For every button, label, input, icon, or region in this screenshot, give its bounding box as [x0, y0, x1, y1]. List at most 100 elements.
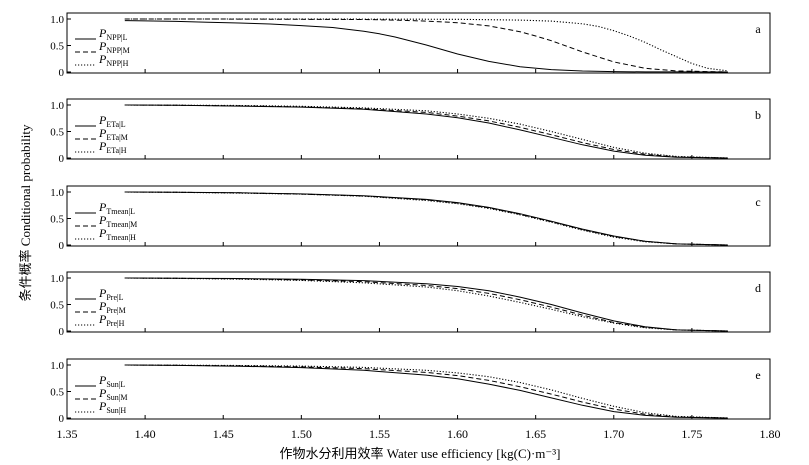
- series-line-npp-m: [124, 18, 728, 73]
- y-tick-label: 1.0: [50, 273, 64, 285]
- legend-label: PTmean|H: [98, 226, 136, 242]
- x-tick-label: 1.35: [57, 427, 78, 441]
- series-line-sun-l: [124, 364, 728, 419]
- series-line-sun-h: [124, 364, 728, 419]
- legend-label: PSun|L: [98, 373, 125, 389]
- panel-letter: e: [755, 368, 760, 382]
- series-line-pre-l: [124, 277, 728, 332]
- legend-main-symbol: P: [98, 226, 107, 240]
- legend-label: PNPP|M: [98, 39, 130, 55]
- legend-main-symbol: P: [98, 312, 107, 326]
- series-line-sun-m: [124, 364, 728, 419]
- panel-frame: [66, 98, 771, 160]
- y-tick-label: 1.0: [50, 100, 64, 112]
- panels: 00.51.0aPNPP|LPNPP|MPNPP|H00.51.0bPETa|L…: [50, 12, 781, 441]
- x-tick-label: 1.65: [525, 427, 546, 441]
- series-line-tmean-m: [124, 191, 728, 246]
- legend-subscript: NPP|M: [106, 46, 129, 55]
- legend-label: PTmean|M: [98, 213, 137, 229]
- legend-subscript: Sun|H: [106, 406, 126, 415]
- panel-frame: [66, 358, 771, 420]
- legend-main-symbol: P: [98, 299, 107, 313]
- y-tick-label: 1.0: [50, 360, 64, 372]
- legend-label: PPre|H: [98, 312, 125, 328]
- y-tick-label: 0: [59, 153, 65, 165]
- y-tick-label: 0.5: [50, 127, 64, 139]
- legend-subscript: NPP|H: [106, 59, 128, 68]
- legend-subscript: Sun|M: [106, 393, 127, 402]
- legend-label: PETa|H: [98, 139, 127, 155]
- legend-label: PNPP|H: [98, 52, 129, 68]
- legend-main-symbol: P: [98, 113, 107, 127]
- x-tick-label: 1.50: [291, 427, 312, 441]
- series-line-pre-m: [124, 277, 728, 332]
- y-tick-label: 1.0: [50, 187, 64, 199]
- y-tick-label: 0: [59, 326, 65, 338]
- legend-subscript: Pre|L: [106, 293, 123, 302]
- series-line-tmean-h: [124, 191, 728, 246]
- legend-label: PETa|L: [98, 113, 126, 129]
- legend-main-symbol: P: [98, 39, 107, 53]
- y-tick-label: 0: [59, 67, 65, 79]
- x-tick-label: 1.75: [681, 427, 702, 441]
- legend-main-symbol: P: [98, 200, 107, 214]
- series-line-eta-m: [124, 104, 728, 159]
- panel-frame: [66, 271, 771, 333]
- legend-main-symbol: P: [98, 52, 107, 66]
- series-line-npp-l: [124, 20, 728, 73]
- legend-subscript: NPP|L: [106, 33, 127, 42]
- x-tick-label: 1.45: [213, 427, 234, 441]
- series-line-pre-h: [124, 277, 728, 332]
- panel-letter: b: [755, 108, 761, 122]
- legend-subscript: Pre|H: [106, 319, 124, 328]
- panel-letter: d: [755, 281, 761, 295]
- x-tick-label: 1.55: [369, 427, 390, 441]
- legend-subscript: Sun|L: [106, 380, 125, 389]
- series-line-npp-h: [124, 18, 728, 72]
- legend-main-symbol: P: [98, 373, 107, 387]
- panel-frame: [66, 12, 771, 74]
- panel-letter: c: [755, 195, 760, 209]
- legend-subscript: ETa|H: [106, 146, 126, 155]
- legend-subscript: ETa|L: [106, 120, 125, 129]
- y-tick-label: 0.5: [50, 41, 64, 53]
- legend-main-symbol: P: [98, 386, 107, 400]
- legend-label: PETa|M: [98, 126, 128, 142]
- x-tick-label: 1.40: [135, 427, 156, 441]
- y-tick-label: 0: [59, 240, 65, 252]
- y-tick-label: 0: [59, 413, 65, 425]
- y-axis-label: 条件概率 Conditional probability: [18, 124, 33, 301]
- legend-label: PSun|H: [98, 399, 126, 415]
- legend-main-symbol: P: [98, 399, 107, 413]
- legend-subscript: Tmean|L: [106, 207, 135, 216]
- y-tick-label: 0.5: [50, 214, 64, 226]
- x-tick-label: 1.80: [760, 427, 781, 441]
- legend-main-symbol: P: [98, 26, 107, 40]
- y-tick-label: 0.5: [50, 300, 64, 312]
- legend-label: PNPP|L: [98, 26, 128, 42]
- legend-subscript: Pre|M: [106, 306, 125, 315]
- legend-subscript: ETa|M: [106, 133, 127, 142]
- series-line-eta-h: [124, 104, 728, 159]
- legend-subscript: Tmean|H: [106, 233, 136, 242]
- legend-main-symbol: P: [98, 286, 107, 300]
- legend-label: PPre|M: [98, 299, 126, 315]
- legend-main-symbol: P: [98, 213, 107, 227]
- legend-label: PPre|L: [98, 286, 124, 302]
- legend-label: PTmean|L: [98, 200, 135, 216]
- series-line-eta-l: [124, 104, 728, 159]
- series-line-tmean-l: [124, 191, 728, 246]
- x-tick-labels: 1.35 1.40 1.45 1.50 1.55 1.60 1.65 1.70 1.75 1.80: [57, 427, 781, 441]
- y-tick-label: 1.0: [50, 14, 64, 26]
- x-tick-label: 1.60: [447, 427, 468, 441]
- y-tick-label: 0.5: [50, 387, 64, 399]
